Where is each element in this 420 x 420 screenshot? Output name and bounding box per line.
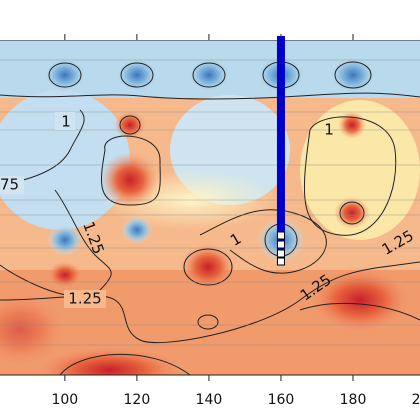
- bar-cell: [276, 257, 285, 266]
- x-tick-label: 200: [412, 392, 420, 408]
- contour-field: [0, 40, 420, 375]
- x-tick-label: 160: [268, 392, 295, 408]
- x-tick-label: 120: [124, 392, 151, 408]
- contour-label: 1.25: [68, 290, 101, 308]
- bar-cell: [276, 240, 285, 249]
- x-tick-label: 180: [340, 392, 367, 408]
- bar-cell: [276, 231, 285, 240]
- bar-cell: [276, 249, 285, 258]
- x-tick-label: 100: [51, 392, 78, 408]
- x-tick-label: 140: [196, 392, 223, 408]
- contour-label: 1: [324, 121, 334, 139]
- contour-label: 1: [61, 113, 71, 131]
- contour-label: 75: [0, 176, 19, 194]
- vertical-bar: [276, 36, 285, 264]
